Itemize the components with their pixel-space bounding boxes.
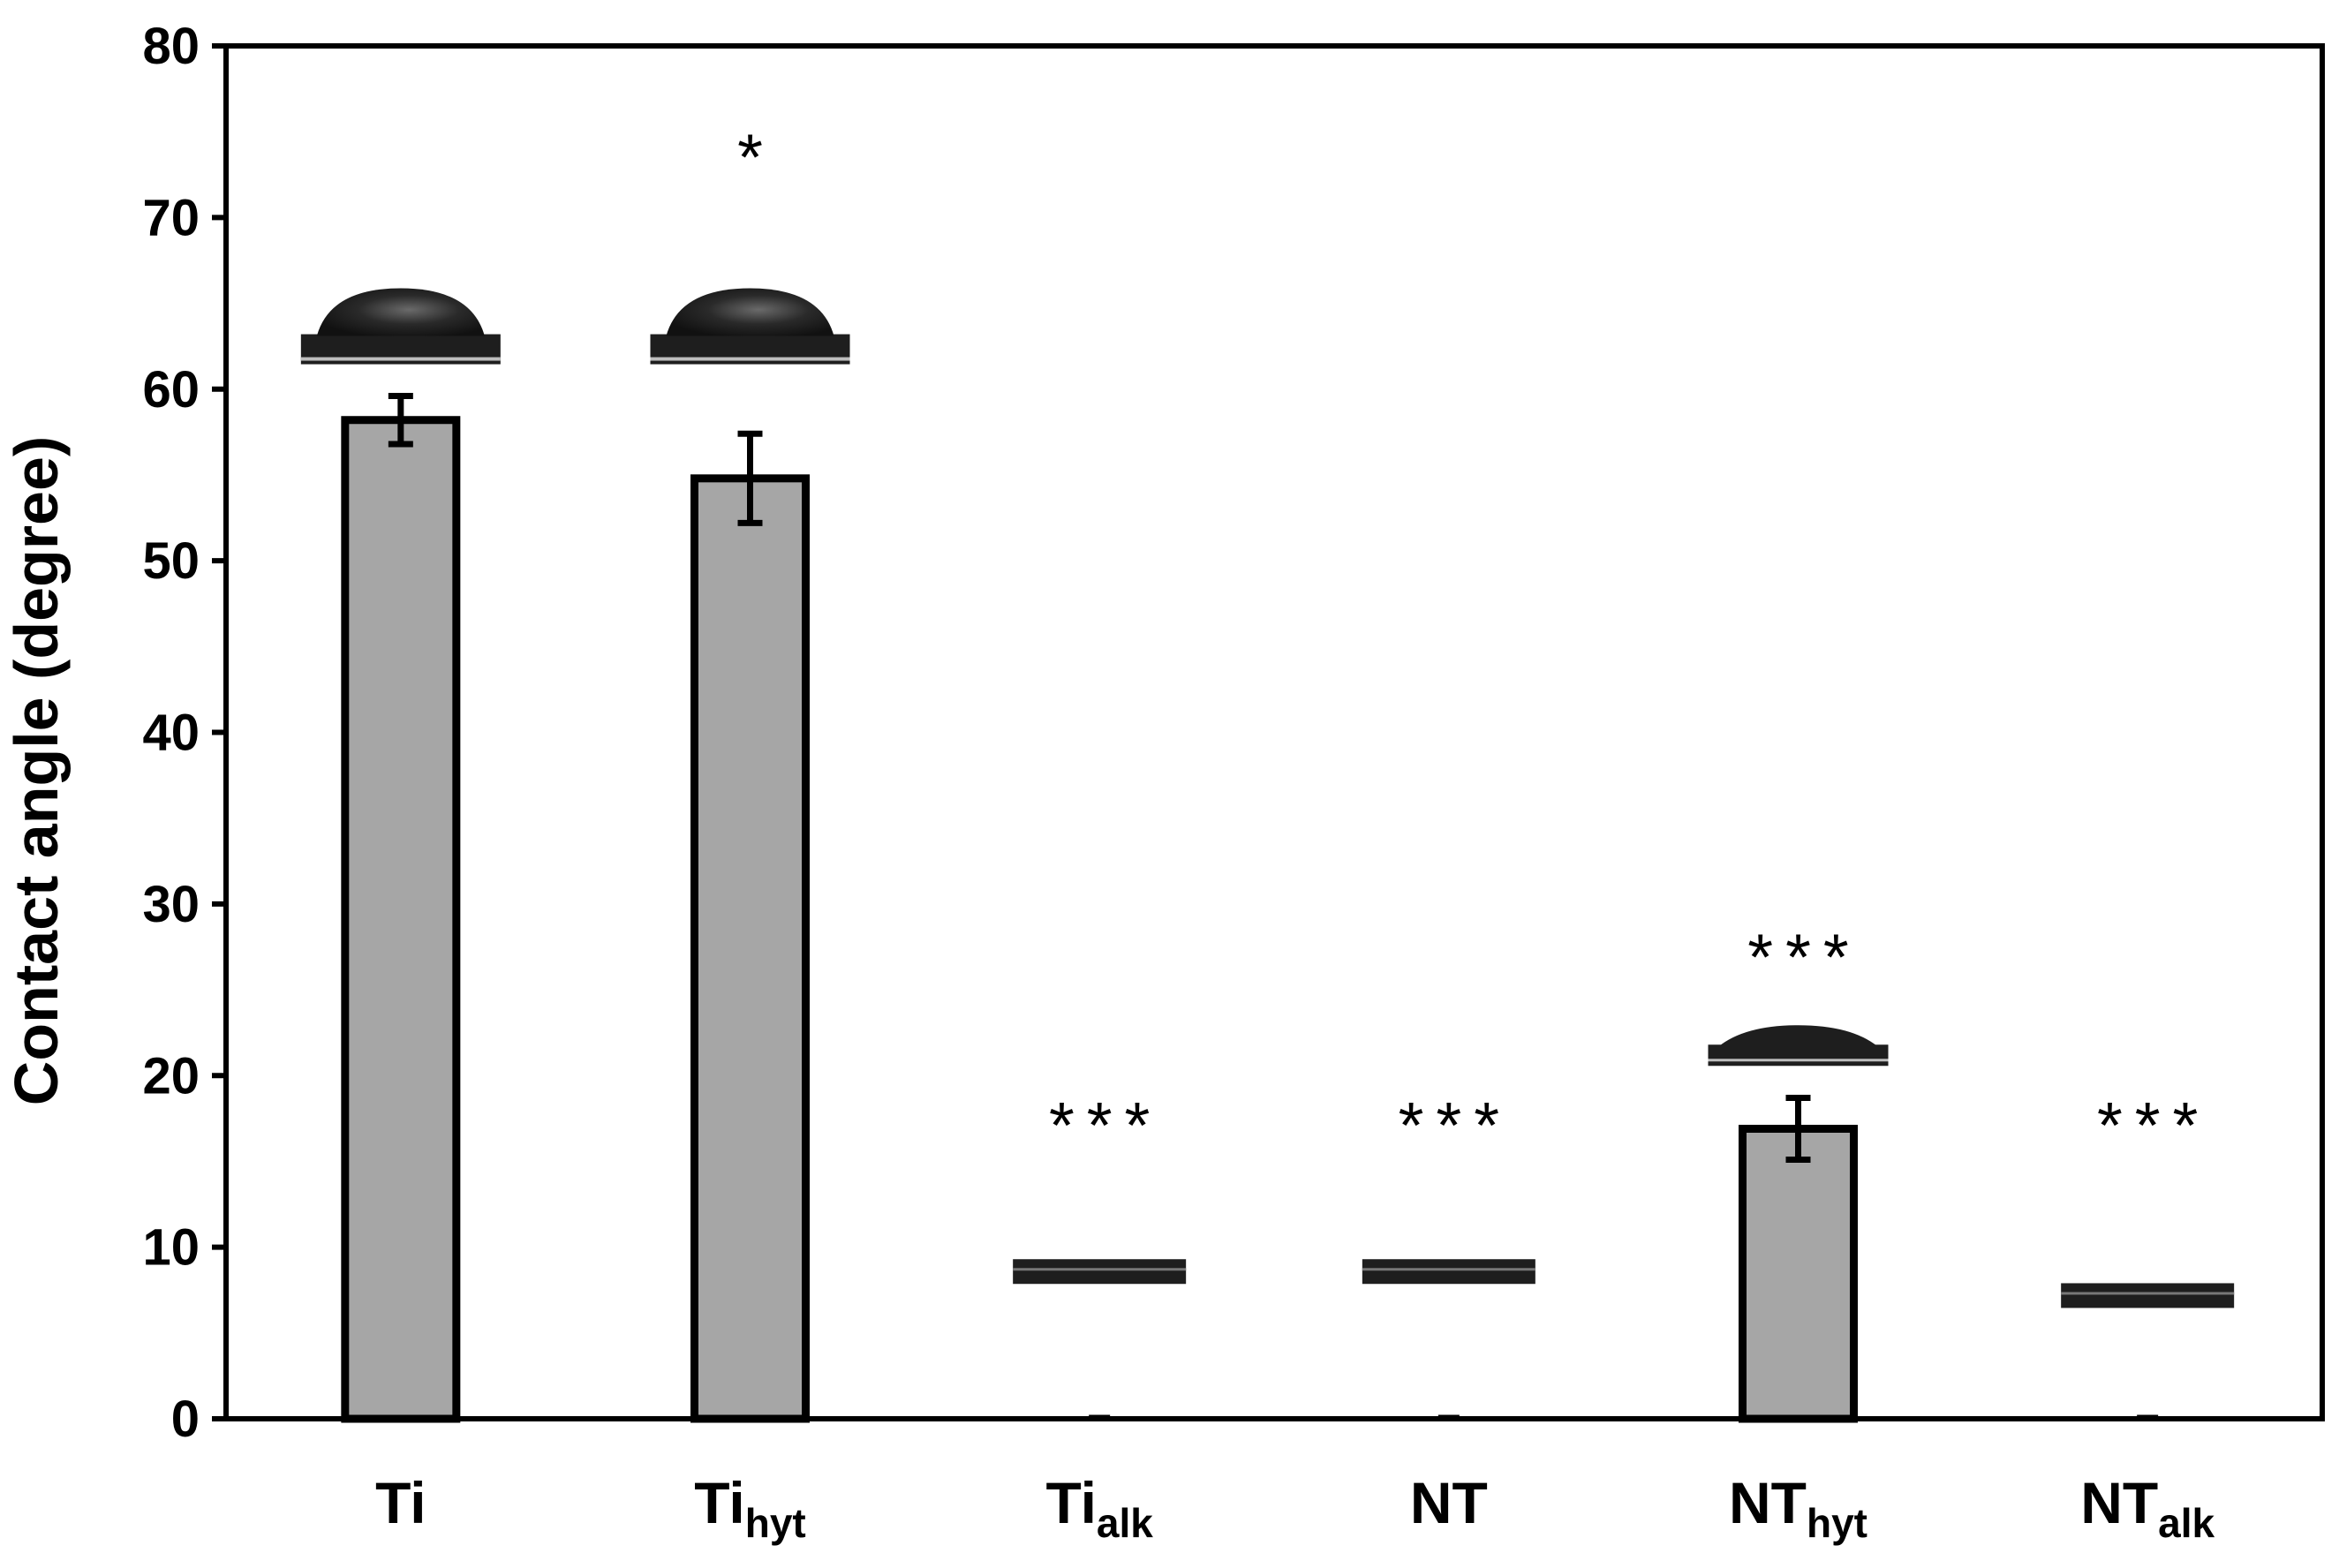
y-tick-label: 50 [142, 532, 200, 590]
droplet-film [1362, 1259, 1535, 1285]
x-category-subscript: alk [2158, 1500, 2215, 1546]
droplet-substrate-edge [650, 357, 850, 361]
x-category-subscript: hyt [1807, 1500, 1867, 1546]
x-category-main: Ti [375, 1470, 426, 1535]
x-category-main: Ti [694, 1470, 744, 1535]
bar-1 [690, 474, 810, 1423]
droplet-image-0 [300, 288, 501, 365]
y-tick-label: 40 [142, 705, 200, 762]
y-tick-label: 70 [142, 189, 200, 246]
droplet-film [2061, 1283, 2235, 1308]
x-category-label-5: NTalk [2080, 1470, 2215, 1546]
x-category-main: NT [1410, 1470, 1488, 1535]
droplet-image-2 [1013, 1259, 1187, 1285]
x-category-label-0: Ti [375, 1470, 426, 1535]
plot-frame [223, 43, 2325, 1421]
significance-marker-1: * [737, 121, 775, 194]
y-tick-label: 60 [142, 361, 200, 418]
y-tick-label: 20 [142, 1047, 200, 1104]
droplet-film-line [1362, 1268, 1535, 1271]
droplet-image-3 [1362, 1259, 1535, 1285]
x-category-label-1: Tihyt [694, 1470, 805, 1546]
significance-marker-2: *** [1049, 1089, 1162, 1162]
significance-marker-3: *** [1399, 1089, 1512, 1162]
droplet-substrate-edge [1708, 1059, 1889, 1062]
x-category-label-4: NThyt [1729, 1470, 1867, 1546]
droplet-image-4 [1708, 1025, 1889, 1067]
droplet-cap [316, 288, 485, 336]
droplet-film-line [2061, 1292, 2235, 1295]
y-tick-label: 0 [171, 1391, 200, 1448]
significance-marker-4: *** [1747, 920, 1860, 993]
droplet-substrate-edge [300, 357, 501, 361]
x-category-main: NT [2080, 1470, 2158, 1535]
x-category-label-2: Tialk [1045, 1470, 1153, 1546]
bar-0 [341, 416, 461, 1423]
y-tick-label: 10 [142, 1219, 200, 1277]
droplet-image-1 [650, 288, 850, 365]
droplet-film-line [1013, 1268, 1187, 1271]
y-axis-title: Contact angle (degree) [2, 436, 71, 1105]
x-category-main: NT [1729, 1470, 1807, 1535]
droplet-cap [666, 288, 834, 336]
droplet-film [1013, 1259, 1187, 1285]
droplet-substrate [1708, 1044, 1889, 1067]
droplet-image-5 [2061, 1283, 2235, 1308]
x-category-subscript: hyt [745, 1500, 806, 1546]
y-tick-label: 80 [142, 18, 200, 75]
y-tick-label: 30 [142, 876, 200, 933]
droplet-cap [1718, 1025, 1878, 1047]
x-category-label-3: NT [1410, 1470, 1488, 1535]
significance-marker-5: *** [2097, 1089, 2210, 1162]
x-category-main: Ti [1045, 1470, 1096, 1535]
x-category-subscript: alk [1097, 1500, 1153, 1546]
bar-4 [1739, 1125, 1858, 1423]
